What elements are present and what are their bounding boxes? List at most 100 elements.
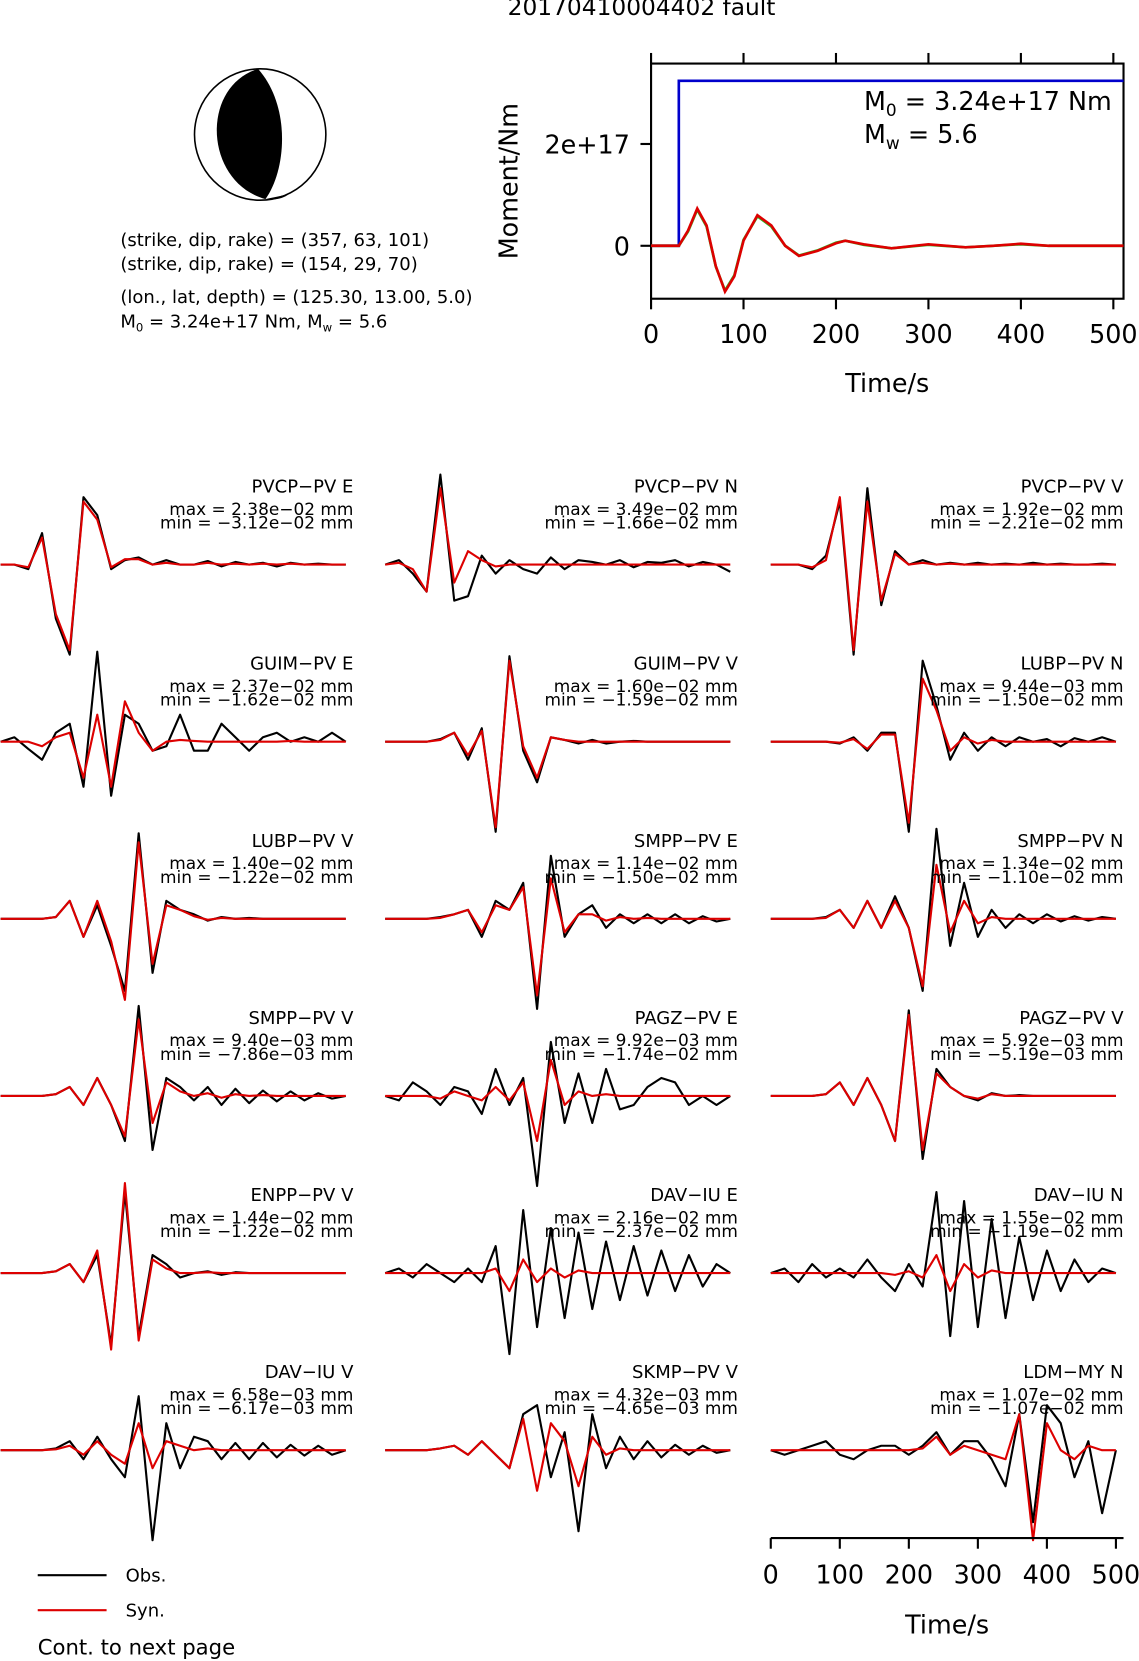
max-label: max = 1.34e−02 mm (939, 853, 1123, 873)
moment-line (651, 205, 1124, 295)
min-label: min = −1.22e−02 mm (160, 867, 353, 887)
max-label: max = 1.92e−02 mm (939, 499, 1123, 519)
station-label: DAV−IU V (265, 1362, 354, 1383)
mechanism-text: (strike, dip, rake) = (154, 29, 70) (120, 254, 417, 275)
min-label: min = −1.10e−02 mm (930, 867, 1123, 887)
mechanism-text: (strike, dip, rake) = (357, 63, 101) (120, 230, 429, 251)
x-tick-label: 500 (1089, 319, 1138, 349)
x-axis-label: Time/s (844, 368, 929, 398)
synthetic-trace (385, 487, 731, 593)
station-label: ENPP−PV V (251, 1185, 355, 1206)
min-label: min = −2.21e−02 mm (930, 513, 1123, 533)
observed-trace (385, 1404, 731, 1533)
x-tick-label: 200 (885, 1560, 934, 1590)
synthetic-trace (770, 496, 1116, 652)
synthetic-trace (770, 677, 1116, 824)
synthetic-trace (770, 1013, 1116, 1152)
text-part: = 5.6 (332, 311, 387, 332)
y-tick-label: 2e+17 (544, 130, 629, 160)
max-label: max = 3.49e−02 mm (554, 499, 738, 519)
max-label: max = 1.14e−02 mm (554, 853, 738, 873)
subscript: 0 (136, 320, 143, 334)
min-label: min = −5.19e−03 mm (930, 1044, 1123, 1064)
synthetic-trace (385, 659, 731, 829)
x-tick-label: 500 (1092, 1560, 1139, 1590)
max-label: max = 1.07e−02 mm (939, 1384, 1123, 1404)
synthetic-trace (770, 1254, 1116, 1293)
synthetic-trace (0, 1018, 346, 1138)
legend-label: Syn. (126, 1601, 165, 1622)
x-tick-label: 400 (997, 319, 1046, 349)
station-label: SMPP−PV N (1017, 831, 1123, 852)
synthetic-trace (0, 700, 346, 788)
min-label: min = −1.50e−02 mm (930, 690, 1123, 710)
x-tick-label: 100 (719, 319, 768, 349)
station-label: SMPP−PV E (634, 831, 738, 852)
x-tick-label: 300 (954, 1560, 1003, 1590)
station-label: SMPP−PV V (248, 1008, 354, 1029)
synthetic-trace (0, 1181, 346, 1351)
min-label: min = −1.50e−02 mm (545, 867, 738, 887)
text-part: = 5.6 (900, 119, 978, 149)
synthetic-trace (385, 1417, 731, 1492)
figure-title: 20170410004402 fault (508, 0, 776, 21)
station-label: GUIM−PV E (250, 654, 353, 675)
mechanism-text: (lon., lat, depth) = (125.30, 13.00, 5.0… (120, 287, 472, 308)
synthetic-trace (0, 1422, 346, 1470)
max-label: max = 1.60e−02 mm (554, 676, 738, 696)
station-label: PVCP−PV N (634, 477, 738, 498)
x-tick-label: 400 (1023, 1560, 1071, 1590)
min-label: min = −2.37e−02 mm (545, 1221, 738, 1241)
min-label: min = −1.07e−02 mm (930, 1398, 1123, 1418)
station-label: PVCP−PV V (1021, 477, 1125, 498)
station-label: LUBP−PV N (1021, 654, 1124, 675)
station-label: DAV−IU E (650, 1185, 738, 1206)
max-label: max = 2.16e−02 mm (554, 1207, 738, 1227)
x-axis-label: Time/s (904, 1609, 989, 1639)
min-label: min = −1.22e−02 mm (160, 1221, 353, 1241)
max-label: max = 6.58e−03 mm (169, 1384, 353, 1404)
synthetic-trace (0, 500, 346, 652)
station-label: PVCP−PV E (251, 477, 353, 498)
beachball-compression (216, 68, 283, 200)
min-label: min = −3.12e−02 mm (160, 513, 353, 533)
synthetic-trace (0, 841, 346, 1001)
min-label: min = −7.86e−03 mm (160, 1044, 353, 1064)
x-tick-label: 0 (763, 1560, 779, 1590)
max-label: max = 1.44e−02 mm (169, 1207, 353, 1227)
text-part: = 3.24e+17 Nm, M (143, 311, 322, 332)
annotation: Mw = 5.6 (864, 119, 978, 153)
synthetic-trace (385, 1258, 731, 1293)
subscript: 0 (886, 100, 897, 120)
subscript: w (323, 320, 333, 334)
page-note: Cont. to next page (38, 1635, 235, 1660)
station-label: PAGZ−PV E (635, 1008, 738, 1029)
x-tick-label: 200 (812, 319, 861, 349)
max-label: max = 1.55e−02 mm (939, 1207, 1123, 1227)
annotation: M0 = 3.24e+17 Nm (864, 86, 1112, 120)
station-label: GUIM−PV V (634, 654, 739, 675)
y-axis-label: Moment/Nm (494, 103, 524, 259)
min-label: min = −4.65e−03 mm (545, 1398, 738, 1418)
max-label: max = 1.40e−02 mm (169, 853, 353, 873)
synthetic-trace (385, 877, 731, 997)
min-label: min = −1.19e−02 mm (930, 1221, 1123, 1241)
